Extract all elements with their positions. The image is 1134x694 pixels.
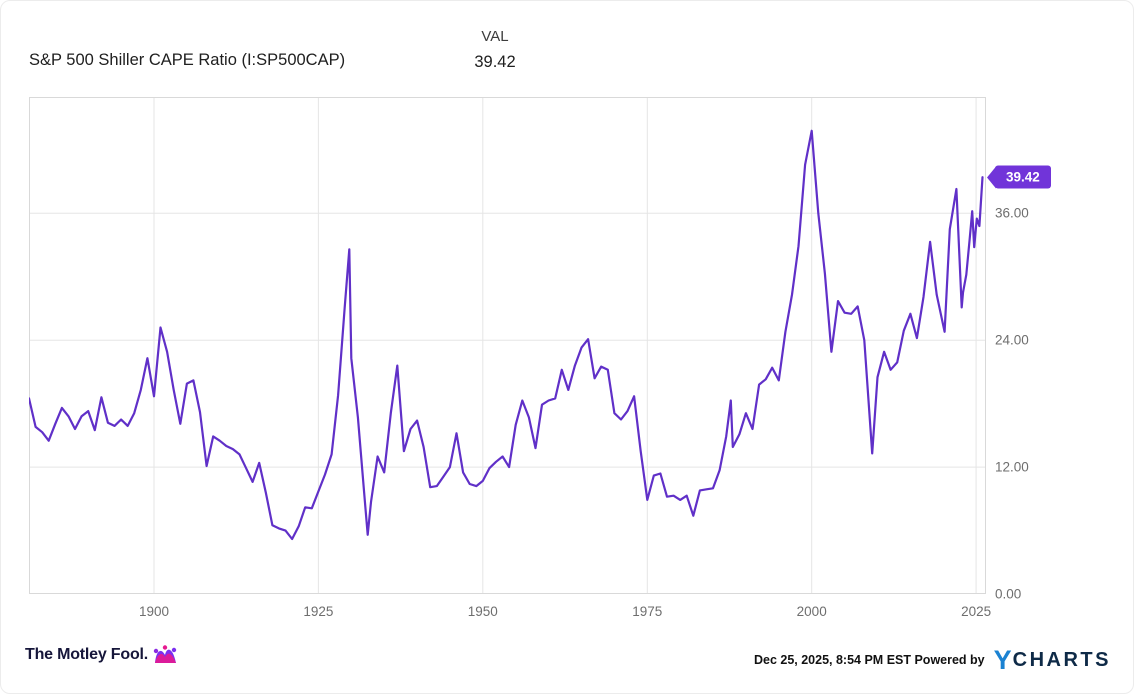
ycharts-wordmark: CHARTS [1012,649,1111,671]
attribution-bar: Dec 25, 2025, 8:54 PM EST Powered by Y C… [753,645,1111,675]
x-axis-tick-label: 1950 [467,604,498,619]
attribution-text: Dec 25, 2025, 8:54 PM EST Powered by [753,653,985,667]
x-axis-tick-label: 1975 [632,604,663,619]
last-value-badge: 39.42 [995,165,1051,189]
y-axis-tick-label: 0.00 [995,586,1022,602]
x-axis-tick-label: 1925 [303,604,334,619]
x-axis-tick-label: 1900 [138,604,170,619]
y-axis-tick-label: 12.00 [995,459,1029,475]
val-column: VAL 39.42 [449,27,541,73]
cape-ratio-line-chart [29,97,986,594]
val-column-header: VAL [481,28,509,45]
y-axis-tick-label: 36.00 [995,205,1029,221]
y-axis-tick-label: 24.00 [995,332,1029,348]
x-axis-tick-label: 2000 [796,604,827,619]
chart-title: S&P 500 Shiller CAPE Ratio (I:SP500CAP) [29,51,346,69]
motley-fool-wordmark: The Motley Fool. [25,646,149,663]
jester-cap-icon [151,643,179,667]
ycharts-logo: Y CHARTS [993,645,1111,675]
ycharts-y-glyph: Y [993,645,1012,675]
val-current-value: 39.42 [474,53,516,71]
chart-area: 0.00 12.00 24.00 36.00 1900 1925 1950 1975 2000… [29,97,1107,657]
motley-fool-logo: The Motley Fool. [25,643,179,667]
x-axis-tick-label: 2025 [961,604,992,619]
